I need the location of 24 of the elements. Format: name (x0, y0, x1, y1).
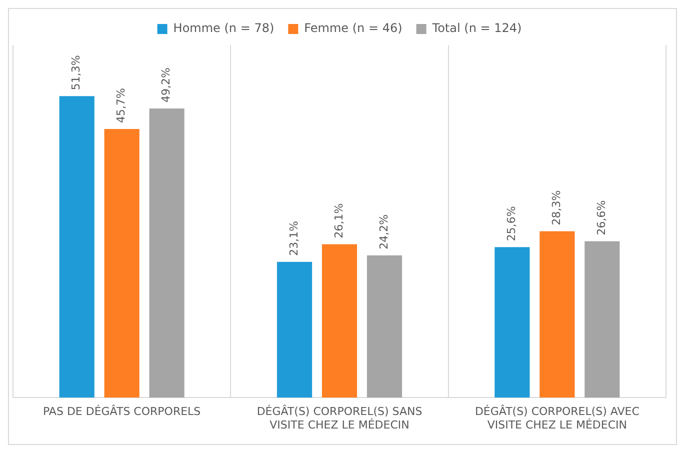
data-label: 26,6% (595, 200, 608, 236)
data-label: 24,2% (377, 214, 390, 250)
bar (322, 244, 358, 398)
x-tick-label: PAS DE DÉGÂTS CORPORELS (43, 404, 201, 418)
legend-label: Homme (n = 78) (173, 21, 274, 36)
data-label: 25,6% (505, 206, 518, 242)
legend-label: Total (n = 124) (431, 21, 522, 36)
bar (59, 96, 94, 398)
data-label: 49,2% (160, 68, 173, 102)
bar (366, 255, 402, 398)
data-label: 51,3% (70, 55, 83, 90)
x-tick-label: DÉGÂT(S) CORPOREL(S) AVEC VISITE CHEZ LE MÉDECIN (474, 404, 640, 432)
bar (584, 241, 620, 398)
x-tick-label: DÉGÂT(S) CORPOREL(S) SANS VISITE CHEZ LE MÉDECIN (256, 404, 422, 432)
bar (540, 231, 575, 398)
data-label: 28,3% (550, 190, 564, 226)
legend-label: Femme (n = 46) (304, 21, 402, 36)
data-label: 26,1% (332, 203, 346, 238)
data-label: 45,7% (114, 88, 128, 124)
bar (104, 129, 140, 398)
bar (149, 108, 184, 398)
bar (276, 262, 312, 398)
data-label: 23,1% (287, 220, 300, 256)
bar (494, 247, 530, 398)
